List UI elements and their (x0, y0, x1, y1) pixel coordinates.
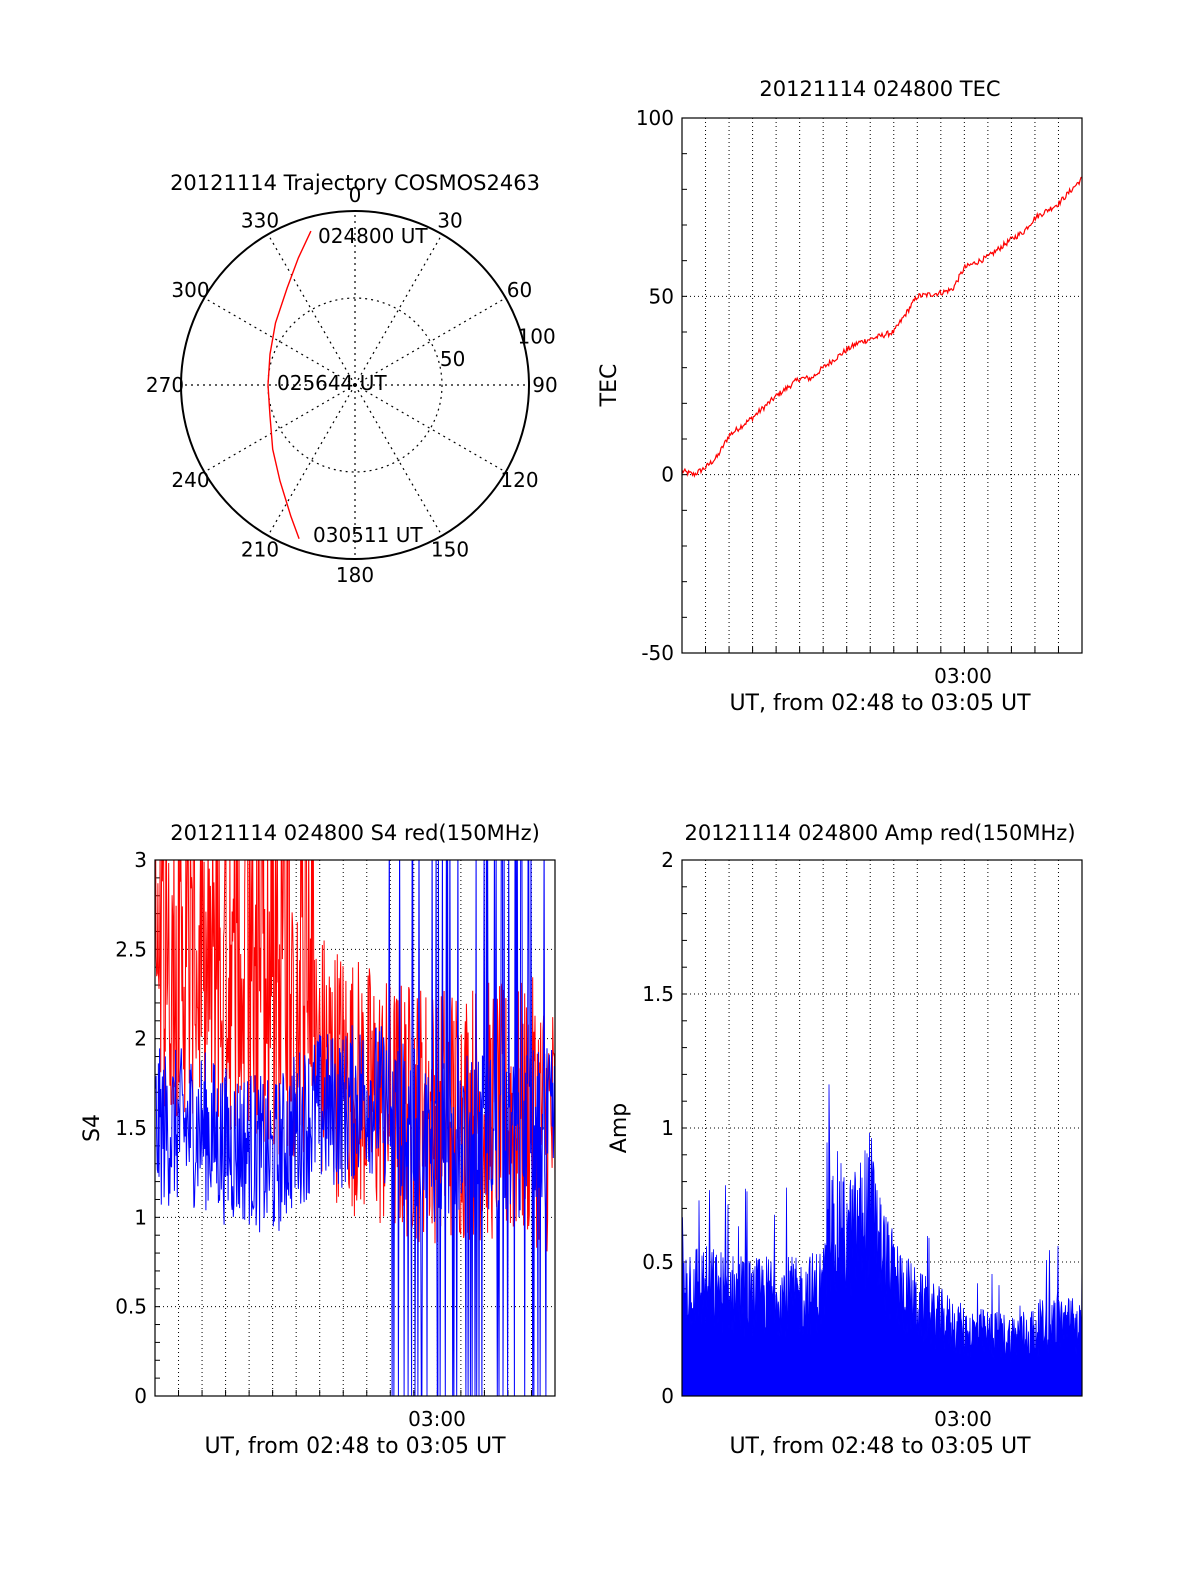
y-tick-label: 2 (134, 1027, 147, 1051)
y-tick-label: -50 (641, 641, 674, 665)
amp-ylabel: Amp (607, 1103, 632, 1153)
trajectory-title: 20121114 Trajectory COSMOS2463 (170, 171, 540, 195)
polar-labels: 0 30 60 90 120 150 180 210 240 270 300 330 50 100 (146, 183, 558, 587)
tec-line (682, 176, 1082, 478)
azimuth-label: 210 (241, 538, 279, 562)
polar-spoke (354, 234, 443, 386)
polar-spoke (204, 297, 356, 386)
tec-ylabel: TEC (597, 364, 622, 408)
amp-xtick-label: 03:00 (934, 1407, 992, 1431)
amp-series (682, 1084, 1082, 1396)
azimuth-label: 270 (146, 373, 184, 397)
y-tick-label: 50 (649, 284, 674, 308)
s4-ylabel: S4 (80, 1114, 105, 1142)
y-tick-label: 0.5 (115, 1295, 147, 1319)
trajectory-line (267, 230, 312, 539)
amp-area (682, 1084, 1082, 1396)
y-tick-label: 2.5 (115, 937, 147, 961)
azimuth-label: 180 (336, 563, 374, 587)
azimuth-label: 150 (431, 538, 469, 562)
trajectory-track (267, 230, 312, 539)
radial-label: 100 (518, 324, 556, 348)
amp-panel: 20121114 024800 Amp red(150MHz) 2 1.5 1 0.5… (607, 821, 1083, 1459)
s4-xlabel: UT, from 02:48 to 03:05 UT (204, 1434, 506, 1459)
annotation-end-time: 030511 UT (313, 523, 423, 547)
s4-axes-frame (154, 859, 556, 1397)
s4-series (155, 860, 555, 1396)
azimuth-label: 300 (171, 278, 209, 302)
y-tick-label: 0.5 (642, 1250, 674, 1274)
y-tick-label: 100 (636, 106, 674, 130)
y-tick-label: 0 (661, 1384, 674, 1408)
tec-grid (682, 117, 1082, 654)
tec-axes-frame (681, 117, 1083, 654)
s4-title: 20121114 024800 S4 red(150MHz) (170, 821, 540, 845)
s4-panel: 20121114 024800 S4 red(150MHz) 3 2.5 2 1.5 1… (80, 821, 556, 1459)
azimuth-label: 0 (349, 183, 362, 207)
tec-panel: 20121114 024800 TEC 100 50 0 -50 03:00 UT, … (597, 77, 1083, 716)
radial-label: 50 (440, 347, 465, 371)
polar-spoke (354, 384, 443, 536)
annotation-mid-time: 025644 UT (277, 371, 387, 395)
annotation-start-time: 024800 UT (318, 224, 428, 248)
tec-xtick-label: 03:00 (934, 664, 992, 688)
tec-xlabel: UT, from 02:48 to 03:05 UT (729, 691, 1031, 716)
s4-yticks: 3 2.5 2 1.5 1 0.5 0 (115, 848, 147, 1408)
polar-grid (180, 210, 530, 560)
amp-title: 20121114 024800 Amp red(150MHz) (684, 821, 1075, 845)
polar-spoke (267, 384, 356, 536)
azimuth-label: 120 (500, 468, 538, 492)
amp-xlabel: UT, from 02:48 to 03:05 UT (729, 1434, 1031, 1459)
tec-yticks: 100 50 0 -50 (636, 106, 674, 665)
y-tick-label: 1.5 (115, 1116, 147, 1140)
polar-spoke (354, 297, 506, 386)
y-tick-label: 0 (661, 463, 674, 487)
y-tick-label: 1.5 (642, 982, 674, 1006)
y-tick-label: 1 (661, 1116, 674, 1140)
polar-spoke (354, 384, 506, 473)
trajectory-panel: 20121114 Trajectory COSMOS2463 0 30 60 90 12… (146, 171, 558, 587)
azimuth-label: 30 (437, 209, 462, 233)
azimuth-label: 330 (241, 209, 279, 233)
polar-spoke (267, 234, 356, 386)
s4-xtick-label: 03:00 (408, 1407, 466, 1431)
azimuth-label: 60 (507, 278, 532, 302)
polar-spoke (204, 384, 356, 473)
y-tick-label: 1 (134, 1205, 147, 1229)
polar-inner-ring (267, 297, 443, 473)
polar-outer-ring (180, 210, 530, 560)
y-tick-label: 3 (134, 848, 147, 872)
azimuth-label: 90 (532, 373, 557, 397)
tec-title: 20121114 024800 TEC (759, 77, 1000, 101)
tec-series (682, 176, 1082, 478)
y-tick-label: 0 (134, 1384, 147, 1408)
amp-axes-frame (681, 859, 1083, 1397)
azimuth-label: 240 (171, 468, 209, 492)
amp-grid (682, 859, 1082, 1397)
amp-yticks: 2 1.5 1 0.5 0 (642, 848, 674, 1408)
y-tick-label: 2 (661, 848, 674, 872)
s4-blue-line (155, 860, 555, 1396)
